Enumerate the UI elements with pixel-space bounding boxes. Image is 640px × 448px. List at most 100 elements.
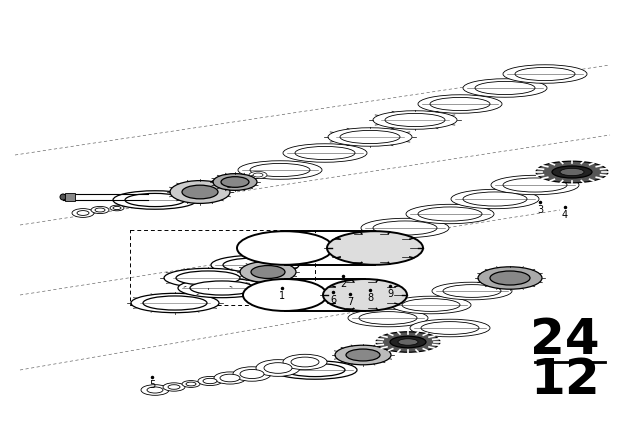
Ellipse shape: [168, 385, 180, 389]
Ellipse shape: [363, 235, 387, 245]
Ellipse shape: [410, 319, 490, 337]
Ellipse shape: [515, 67, 575, 81]
Bar: [130, 230, 315, 305]
Ellipse shape: [141, 385, 169, 395]
Ellipse shape: [243, 279, 327, 311]
Ellipse shape: [463, 79, 547, 97]
Ellipse shape: [418, 207, 482, 221]
Text: 6: 6: [330, 295, 336, 305]
Ellipse shape: [221, 177, 249, 187]
Ellipse shape: [176, 271, 240, 285]
Text: 8: 8: [367, 293, 373, 303]
Ellipse shape: [125, 194, 185, 207]
Ellipse shape: [463, 192, 527, 206]
Ellipse shape: [237, 231, 333, 265]
Ellipse shape: [295, 146, 355, 159]
Ellipse shape: [198, 376, 222, 386]
Ellipse shape: [243, 177, 251, 181]
Ellipse shape: [143, 296, 207, 310]
Ellipse shape: [240, 261, 296, 283]
Ellipse shape: [391, 296, 471, 314]
Ellipse shape: [163, 383, 185, 391]
Ellipse shape: [475, 82, 535, 95]
Ellipse shape: [113, 191, 197, 209]
Ellipse shape: [256, 360, 300, 376]
Text: 4: 4: [562, 210, 568, 220]
Ellipse shape: [373, 221, 437, 235]
Ellipse shape: [291, 357, 319, 367]
Ellipse shape: [432, 282, 512, 300]
Ellipse shape: [250, 164, 310, 177]
Ellipse shape: [203, 379, 217, 383]
Ellipse shape: [273, 361, 357, 379]
Ellipse shape: [536, 161, 608, 183]
Ellipse shape: [249, 172, 267, 179]
Ellipse shape: [72, 209, 94, 217]
Ellipse shape: [348, 309, 428, 327]
Ellipse shape: [327, 231, 423, 265]
Ellipse shape: [560, 168, 584, 176]
Ellipse shape: [182, 185, 218, 199]
Ellipse shape: [170, 181, 230, 203]
Ellipse shape: [238, 161, 322, 179]
Ellipse shape: [60, 194, 66, 200]
Ellipse shape: [340, 130, 400, 144]
Ellipse shape: [490, 271, 530, 285]
Ellipse shape: [406, 204, 494, 224]
Ellipse shape: [214, 372, 246, 384]
Ellipse shape: [328, 128, 412, 146]
Ellipse shape: [240, 370, 264, 379]
Ellipse shape: [91, 207, 109, 214]
Ellipse shape: [323, 279, 407, 311]
Text: 9: 9: [387, 289, 393, 299]
Ellipse shape: [240, 176, 254, 182]
Text: 12: 12: [530, 356, 600, 404]
Ellipse shape: [77, 211, 89, 215]
Ellipse shape: [285, 363, 345, 377]
FancyBboxPatch shape: [65, 193, 75, 201]
Ellipse shape: [373, 111, 457, 129]
Text: 3: 3: [537, 205, 543, 215]
Ellipse shape: [220, 374, 240, 382]
Ellipse shape: [335, 345, 391, 365]
Ellipse shape: [398, 339, 418, 345]
Ellipse shape: [113, 207, 121, 210]
Ellipse shape: [478, 267, 542, 289]
Ellipse shape: [164, 268, 252, 288]
Ellipse shape: [131, 293, 219, 313]
Ellipse shape: [491, 175, 579, 195]
Ellipse shape: [451, 190, 539, 209]
Ellipse shape: [251, 266, 285, 279]
Ellipse shape: [443, 284, 501, 297]
Ellipse shape: [178, 278, 266, 297]
Text: 2: 2: [340, 279, 346, 289]
Ellipse shape: [552, 166, 592, 178]
Ellipse shape: [283, 144, 367, 162]
Ellipse shape: [376, 332, 440, 352]
Ellipse shape: [346, 349, 380, 361]
Text: 5: 5: [149, 380, 155, 390]
Ellipse shape: [213, 174, 257, 190]
Ellipse shape: [402, 299, 460, 311]
Ellipse shape: [368, 237, 382, 243]
Ellipse shape: [385, 113, 445, 127]
Ellipse shape: [359, 312, 417, 324]
Ellipse shape: [190, 281, 254, 295]
Ellipse shape: [110, 205, 124, 211]
Ellipse shape: [418, 95, 502, 113]
Text: 24: 24: [530, 316, 600, 364]
Ellipse shape: [430, 97, 490, 111]
Ellipse shape: [223, 258, 287, 272]
Text: 7: 7: [347, 297, 353, 307]
Ellipse shape: [182, 381, 200, 388]
Ellipse shape: [234, 181, 240, 183]
Ellipse shape: [503, 178, 567, 192]
Ellipse shape: [231, 180, 243, 185]
Ellipse shape: [186, 382, 196, 386]
Ellipse shape: [147, 387, 163, 393]
Ellipse shape: [390, 336, 426, 348]
Ellipse shape: [211, 255, 299, 275]
Ellipse shape: [264, 363, 292, 373]
Ellipse shape: [283, 354, 327, 370]
Ellipse shape: [233, 367, 271, 381]
